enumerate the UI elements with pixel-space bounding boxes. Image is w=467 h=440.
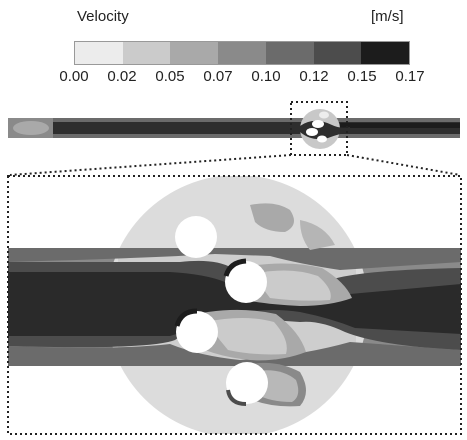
zoom-guide-line-right [346,154,461,176]
inset-box [290,101,348,156]
tick-label: 0.05 [155,68,185,85]
tick-label: 0.15 [347,68,377,85]
cylinder [175,216,217,258]
color-swatch-1 [75,42,123,64]
overview-channel [8,109,460,149]
color-swatch-2 [122,42,171,64]
color-swatch-3 [170,42,219,64]
cylinder [176,311,218,353]
zoom-guide-line-left [9,154,292,176]
color-swatch-6 [313,42,362,64]
legend-unit: [m/s] [371,8,404,25]
tick-label: 0.07 [203,68,233,85]
cylinder [226,362,268,404]
tick-label: 0.10 [251,68,281,85]
color-swatch-4 [218,42,266,64]
tick-label: 0.00 [59,68,89,85]
zoomed-frame [7,175,462,435]
legend-title: Velocity [77,8,129,25]
tick-label: 0.17 [395,68,425,85]
zoomed-detail [8,176,461,434]
tick-label: 0.02 [107,68,137,85]
color-swatch-5 [265,42,314,64]
cylinder [225,261,267,303]
tick-label: 0.12 [299,68,329,85]
color-swatch-7 [361,42,410,64]
color-scale-bar [74,41,410,65]
